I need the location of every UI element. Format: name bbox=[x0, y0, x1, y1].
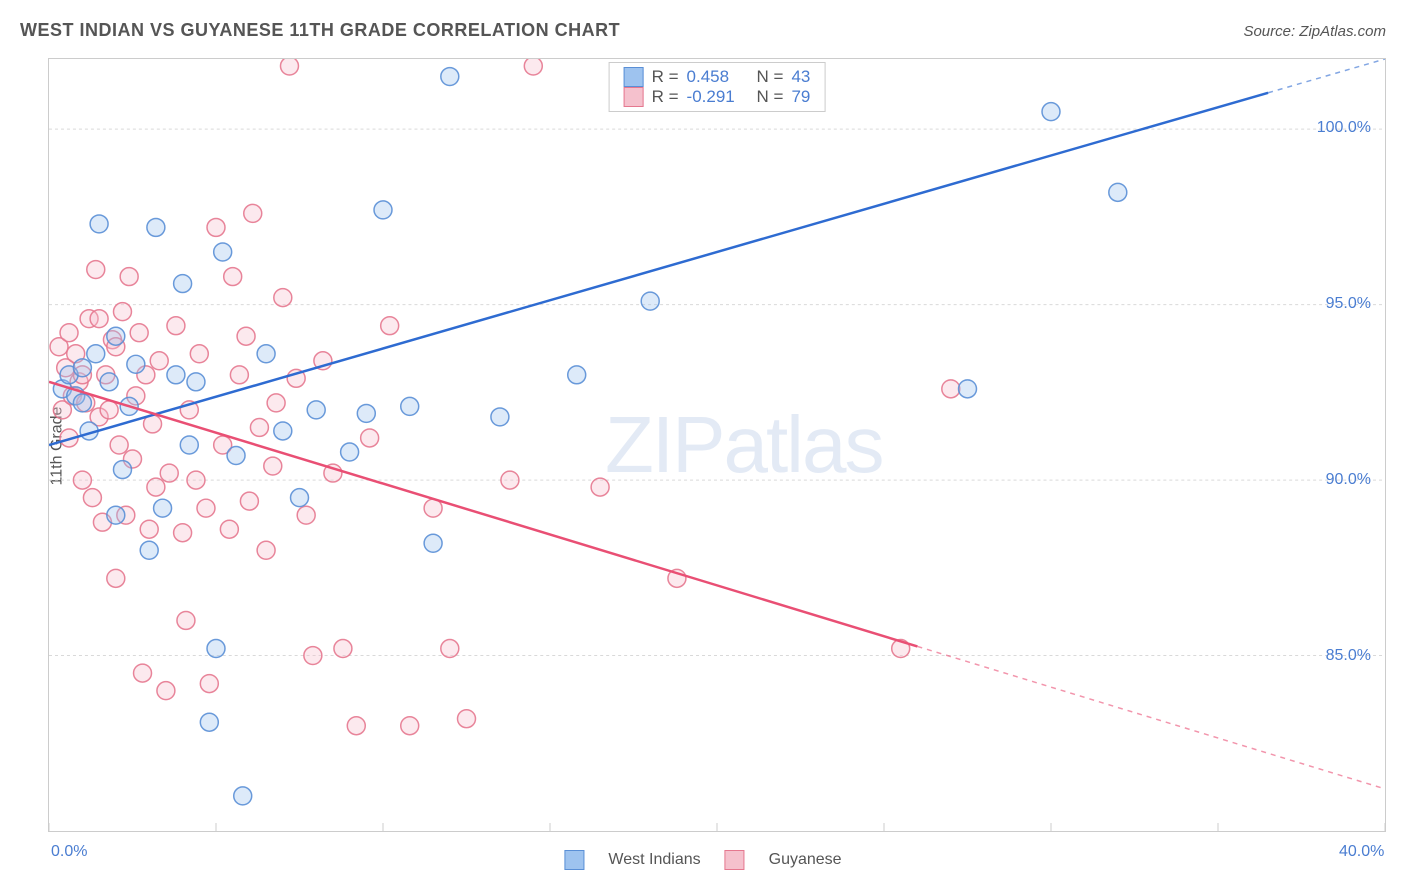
legend-series: West Indians Guyanese bbox=[564, 850, 841, 870]
n-value-pink: 79 bbox=[791, 87, 810, 107]
r-value-blue: 0.458 bbox=[687, 67, 749, 87]
swatch-pink bbox=[725, 850, 745, 870]
scatter-plot-svg bbox=[49, 59, 1385, 831]
r-value-pink: -0.291 bbox=[687, 87, 749, 107]
r-label: R = bbox=[652, 87, 679, 107]
swatch-blue bbox=[564, 850, 584, 870]
y-tick-label: 90.0% bbox=[1326, 471, 1371, 489]
source-label: Source: ZipAtlas.com bbox=[1243, 23, 1386, 40]
swatch-blue bbox=[624, 67, 644, 87]
chart-frame: ZIPatlas R = 0.458 N = 43 R = -0.291 N =… bbox=[48, 58, 1386, 832]
legend-stats-row: R = -0.291 N = 79 bbox=[624, 87, 811, 107]
y-tick-label: 85.0% bbox=[1326, 647, 1371, 665]
chart-title: WEST INDIAN VS GUYANESE 11TH GRADE CORRE… bbox=[20, 20, 620, 41]
y-tick-label: 95.0% bbox=[1326, 295, 1371, 313]
legend-stats-row: R = 0.458 N = 43 bbox=[624, 67, 811, 87]
n-label: N = bbox=[757, 87, 784, 107]
legend-item-guyanese: Guyanese bbox=[769, 851, 842, 869]
legend-stats: R = 0.458 N = 43 R = -0.291 N = 79 bbox=[609, 62, 826, 112]
n-label: N = bbox=[757, 67, 784, 87]
r-label: R = bbox=[652, 67, 679, 87]
n-value-blue: 43 bbox=[791, 67, 810, 87]
legend-item-west-indians: West Indians bbox=[608, 851, 700, 869]
y-tick-label: 100.0% bbox=[1317, 119, 1371, 137]
swatch-pink bbox=[624, 87, 644, 107]
